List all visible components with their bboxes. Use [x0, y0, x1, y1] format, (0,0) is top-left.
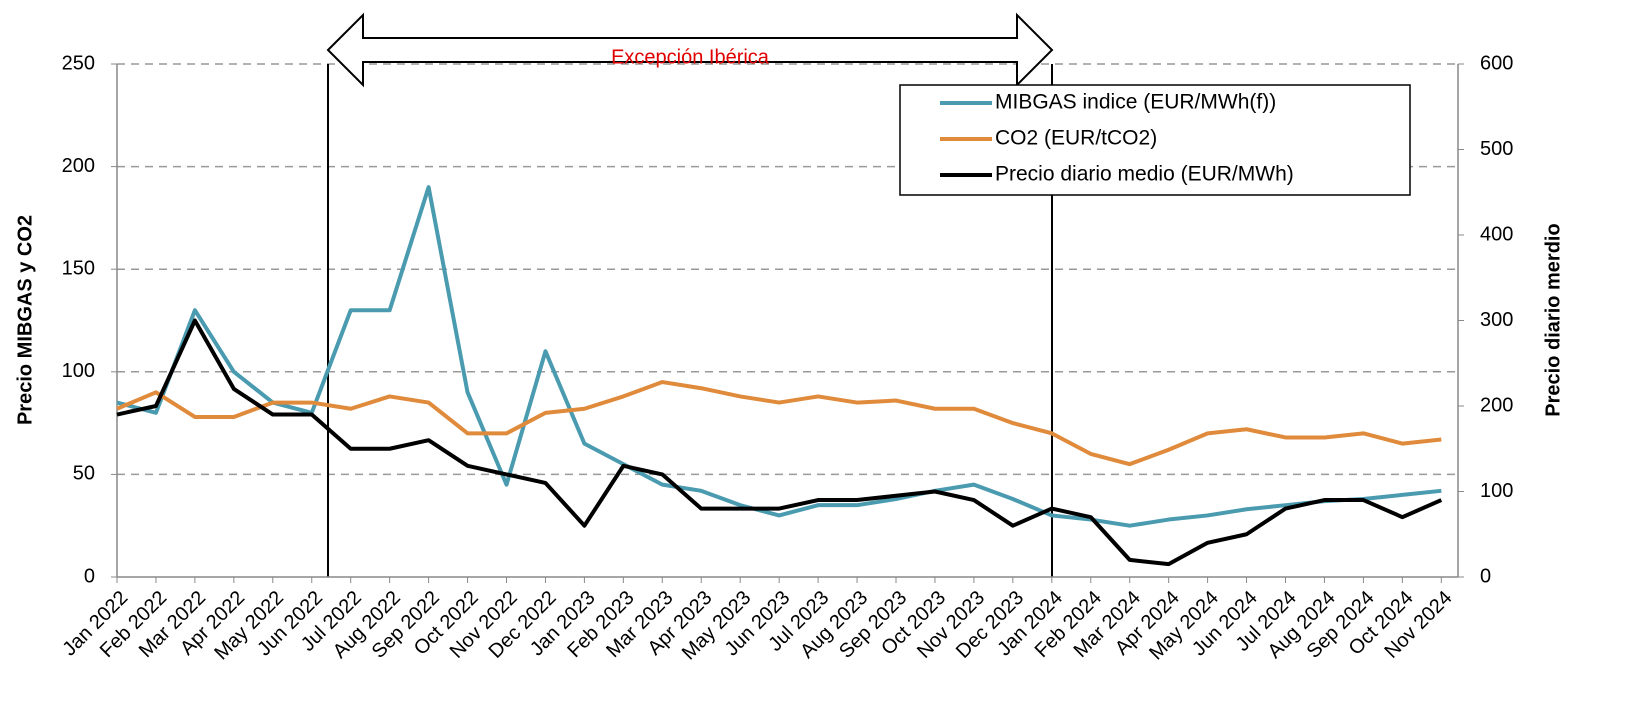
y-tick-label: 50	[73, 463, 95, 485]
period-arrow	[326, 12, 1054, 88]
y-tick-label: 100	[62, 360, 95, 382]
legend-label: Precio diario medio (EUR/MWh)	[995, 163, 1294, 186]
series-line	[116, 318, 1443, 567]
y2-tick-label: 400	[1480, 223, 1513, 245]
y2-tick-label: 600	[1480, 52, 1513, 74]
series-line	[116, 185, 1442, 528]
y-tick-label: 0	[84, 565, 95, 587]
legend-label: MIBGAS indice (EUR/MWh(f))	[995, 91, 1276, 114]
series-line	[116, 380, 1442, 467]
annotation: Excepción Ibérica	[611, 46, 770, 68]
y2-tick-label: 100	[1480, 480, 1513, 502]
y-tick-label: 200	[62, 155, 95, 177]
y-axis-label: Precio MIBGAS y CO2	[14, 215, 36, 425]
legend: MIBGAS indice (EUR/MWh(f)) CO2 (EUR/tCO2)…	[899, 84, 1411, 196]
legend-label: CO2 (EUR/tCO2)	[995, 127, 1157, 150]
y2-tick-label: 200	[1480, 394, 1513, 416]
y-tick-label: 150	[62, 257, 95, 279]
y2-tick-label: 300	[1480, 309, 1513, 331]
y2-axis-label: Precio diario merdio	[1542, 223, 1564, 416]
y2-tick-label: 0	[1480, 565, 1491, 587]
y-tick-label: 250	[62, 52, 95, 74]
y2-tick-label: 500	[1480, 138, 1513, 160]
